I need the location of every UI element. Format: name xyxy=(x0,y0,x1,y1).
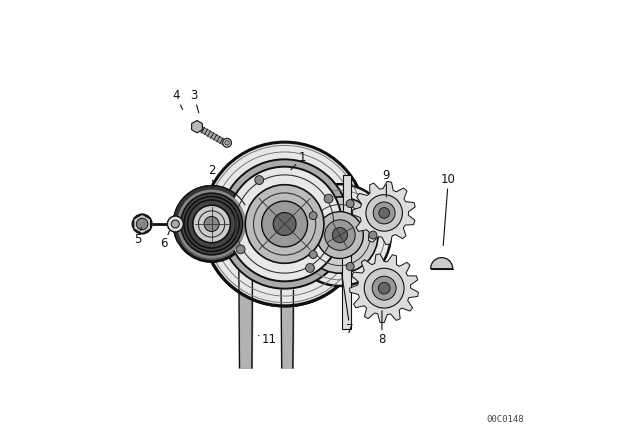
Circle shape xyxy=(223,138,232,147)
Circle shape xyxy=(236,245,245,254)
Circle shape xyxy=(366,195,403,231)
Circle shape xyxy=(245,185,324,263)
Circle shape xyxy=(273,212,296,236)
Circle shape xyxy=(378,282,390,294)
Polygon shape xyxy=(191,121,202,133)
Circle shape xyxy=(225,141,229,145)
Circle shape xyxy=(172,220,179,228)
Text: 6: 6 xyxy=(161,231,170,250)
Circle shape xyxy=(346,200,354,207)
Circle shape xyxy=(372,276,396,300)
Polygon shape xyxy=(173,185,245,243)
Text: 4: 4 xyxy=(172,89,182,110)
Circle shape xyxy=(203,142,367,306)
Wedge shape xyxy=(431,258,452,269)
Text: 5: 5 xyxy=(134,228,141,246)
Circle shape xyxy=(309,211,317,220)
Circle shape xyxy=(262,201,308,247)
Circle shape xyxy=(204,216,219,232)
Circle shape xyxy=(132,214,152,234)
Text: 2: 2 xyxy=(208,164,215,187)
Circle shape xyxy=(167,216,183,232)
Polygon shape xyxy=(353,181,415,245)
Circle shape xyxy=(178,190,246,258)
Text: 3: 3 xyxy=(190,89,199,113)
Circle shape xyxy=(305,263,314,272)
FancyBboxPatch shape xyxy=(342,247,351,329)
Polygon shape xyxy=(349,254,419,323)
Circle shape xyxy=(379,207,390,218)
Circle shape xyxy=(220,159,349,289)
Circle shape xyxy=(184,197,239,251)
Circle shape xyxy=(364,268,404,308)
Text: 8: 8 xyxy=(378,311,386,345)
Circle shape xyxy=(373,202,395,224)
Text: 1: 1 xyxy=(291,151,306,170)
Circle shape xyxy=(309,250,317,258)
Circle shape xyxy=(193,205,230,243)
Circle shape xyxy=(324,194,333,203)
Circle shape xyxy=(346,263,354,271)
Circle shape xyxy=(255,176,264,185)
Circle shape xyxy=(332,228,348,243)
Text: 00C0148: 00C0148 xyxy=(486,415,524,424)
FancyBboxPatch shape xyxy=(343,175,351,251)
Circle shape xyxy=(289,184,391,286)
Circle shape xyxy=(136,218,148,230)
Text: 7: 7 xyxy=(342,273,354,336)
Circle shape xyxy=(317,211,364,258)
Circle shape xyxy=(188,200,236,248)
Circle shape xyxy=(180,193,243,255)
Text: 10: 10 xyxy=(441,173,456,246)
Circle shape xyxy=(369,231,377,239)
Circle shape xyxy=(227,167,342,281)
Circle shape xyxy=(301,197,378,273)
Polygon shape xyxy=(134,214,150,234)
Circle shape xyxy=(174,186,249,262)
Circle shape xyxy=(324,220,355,250)
Polygon shape xyxy=(207,250,362,306)
Text: 11: 11 xyxy=(259,332,276,345)
Text: 9: 9 xyxy=(383,169,390,197)
